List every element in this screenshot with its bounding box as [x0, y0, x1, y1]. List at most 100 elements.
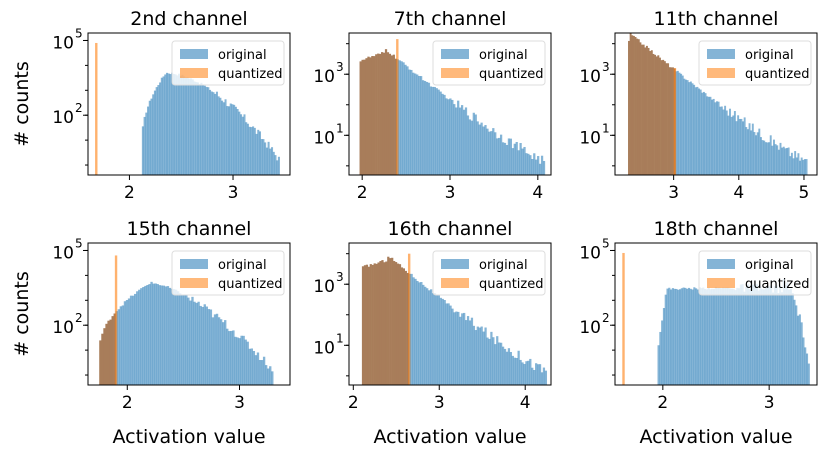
- bar-original: [231, 104, 234, 175]
- y-tick-label: 10: [52, 108, 74, 128]
- legend-label-quantized: quantized: [745, 277, 809, 292]
- legend-label-quantized: quantized: [745, 67, 809, 82]
- bar-original: [166, 286, 170, 385]
- bar-original: [757, 290, 760, 385]
- bar-original: [673, 288, 676, 385]
- bar-original: [404, 64, 407, 175]
- bar-original: [718, 287, 721, 385]
- bar-original: [451, 308, 454, 385]
- bars: [361, 253, 548, 385]
- bar-original: [394, 262, 398, 385]
- bar-original: [735, 121, 738, 175]
- bar-original: [256, 352, 260, 385]
- bar-quantized-spike: [95, 42, 98, 175]
- bar-original: [222, 102, 225, 175]
- bar-original: [418, 282, 421, 385]
- bar-original: [167, 73, 170, 175]
- bar-original: [202, 85, 205, 175]
- bar-original: [802, 337, 805, 385]
- bar-original: [129, 295, 133, 385]
- bar-original: [145, 112, 148, 175]
- legend: original quantized: [698, 40, 812, 86]
- legend-label-original: original: [218, 258, 267, 273]
- bar-original: [507, 138, 511, 175]
- bar-original: [193, 301, 196, 385]
- bar-original: [791, 293, 794, 385]
- bar-original: [441, 93, 444, 175]
- x-tick-label: 4: [733, 183, 744, 203]
- bar-original: [748, 123, 751, 175]
- bar-original: [433, 293, 437, 385]
- bar-original: [209, 309, 213, 385]
- bar-original: [746, 129, 749, 175]
- panel-title: 11th channel: [654, 8, 779, 30]
- bar-original: [146, 284, 149, 385]
- bar-original: [658, 57, 661, 175]
- bar-original: [482, 331, 485, 385]
- bar-original: [660, 60, 663, 175]
- bar-original: [486, 337, 489, 385]
- legend-swatch-quantized: [180, 68, 208, 78]
- bar-original: [187, 297, 190, 385]
- bar-quantized-spike: [396, 39, 399, 175]
- y-tick-exponent: 5: [75, 26, 83, 40]
- bar-original: [240, 335, 243, 385]
- bar-original: [702, 287, 705, 385]
- bar-original: [269, 148, 272, 175]
- bar-original: [700, 288, 703, 385]
- bar-original: [478, 124, 481, 175]
- bar-original: [267, 141, 270, 175]
- bar-original: [408, 69, 411, 175]
- bar-original: [141, 126, 144, 175]
- bar-original: [540, 155, 544, 175]
- bar-original: [236, 337, 239, 385]
- bar-original: [759, 286, 762, 385]
- bar-original: [101, 333, 104, 385]
- bar-original: [423, 80, 427, 175]
- axes-frame: [614, 32, 818, 176]
- bar-original: [784, 285, 787, 385]
- bar-original: [441, 298, 444, 385]
- bar-original: [525, 361, 528, 385]
- bar-original: [720, 288, 723, 385]
- bar-original: [159, 82, 162, 175]
- bar-original: [714, 102, 717, 175]
- bar-original: [127, 298, 131, 385]
- bar-original: [799, 160, 802, 175]
- bar-original: [195, 302, 198, 385]
- bar-original: [670, 67, 673, 175]
- bar-original: [158, 285, 161, 385]
- bar-original: [414, 278, 417, 385]
- bar-original: [363, 59, 366, 175]
- bar-original: [464, 320, 468, 385]
- panel-title: 15th channel: [127, 218, 252, 240]
- bar-original: [258, 131, 261, 175]
- bar-original: [654, 54, 657, 175]
- bar-original: [645, 45, 648, 175]
- bar-original: [496, 138, 499, 175]
- bar-original: [272, 151, 275, 175]
- bar-original: [243, 114, 246, 175]
- legend-label-quantized: quantized: [218, 67, 282, 82]
- legend-label-original: original: [479, 48, 528, 63]
- bar-original: [147, 106, 150, 175]
- bar-original: [519, 359, 522, 385]
- panel-title: 16th channel: [388, 218, 513, 240]
- bar-original: [160, 77, 163, 175]
- bar-original: [246, 123, 249, 175]
- bar-original: [183, 295, 186, 385]
- bar-original: [515, 142, 518, 175]
- bar-original: [807, 363, 810, 385]
- bar-original: [183, 76, 186, 175]
- bar-original: [503, 348, 507, 385]
- bar-original: [704, 93, 707, 175]
- bar-original: [693, 84, 696, 175]
- bar-original: [737, 115, 740, 175]
- bar-original: [466, 115, 470, 175]
- x-tick-label: 4: [520, 393, 531, 413]
- bar-original: [402, 268, 405, 385]
- bar-original: [459, 316, 462, 385]
- bar-original: [671, 288, 674, 385]
- bar-original: [387, 256, 390, 385]
- bar-original: [685, 79, 687, 175]
